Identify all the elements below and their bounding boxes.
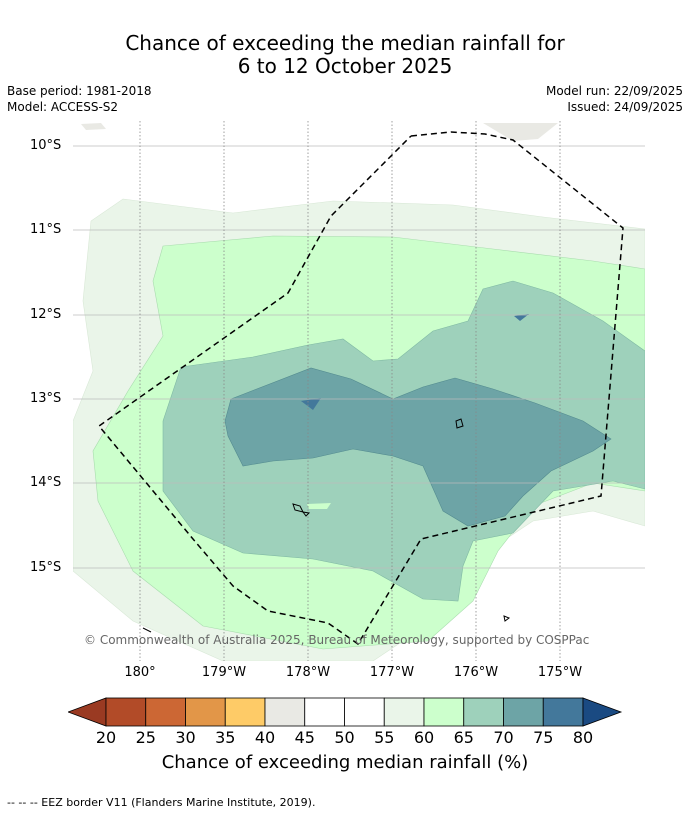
island-outline bbox=[455, 418, 464, 429]
colorbar-tick-label: 35 bbox=[215, 728, 236, 747]
colorbar-under-arrow bbox=[66, 697, 107, 727]
colorbar-over-arrow bbox=[582, 697, 623, 727]
lat-label: 11°S bbox=[30, 222, 62, 237]
colorbar-tick-label: 70 bbox=[493, 728, 514, 747]
colorbar-tick-label: 80 bbox=[572, 728, 594, 747]
title-line-1: Chance of exceeding the median rainfall … bbox=[125, 31, 565, 55]
colorbar-cell bbox=[264, 697, 306, 727]
colorbar-tick-label: 20 bbox=[95, 728, 117, 747]
colorbar-tick-label: 65 bbox=[453, 728, 474, 747]
colorbar-tick-label: 60 bbox=[413, 728, 435, 747]
lon-label: 179°W bbox=[201, 665, 247, 680]
lat-label: 14°S bbox=[30, 475, 62, 490]
eez-border-note: -- -- -- EEZ border V11 (Flanders Marine… bbox=[7, 796, 316, 809]
colorbar-cell bbox=[344, 697, 385, 727]
lon-label: 177°W bbox=[369, 665, 415, 680]
eez-border bbox=[97, 131, 624, 646]
colorbar-cell bbox=[105, 697, 147, 727]
colorbar-tick-label: 30 bbox=[175, 728, 196, 747]
lon-label: 175°W bbox=[537, 665, 583, 680]
lon-label: 178°W bbox=[285, 665, 331, 680]
zone-light-patch bbox=[307, 503, 331, 509]
latitude-gridlines bbox=[73, 145, 645, 569]
island-outline bbox=[503, 615, 511, 622]
colorbar-cell bbox=[383, 697, 425, 727]
colorbar-cell bbox=[145, 697, 186, 727]
colorbar-cell bbox=[503, 697, 544, 727]
colorbar-tick-label: 75 bbox=[533, 728, 554, 747]
map-canvas bbox=[73, 121, 645, 661]
island-outline bbox=[142, 627, 152, 633]
lon-label: 180° bbox=[124, 665, 156, 680]
lat-label: 15°S bbox=[30, 560, 62, 575]
zone-dark-teal bbox=[224, 367, 612, 527]
longitude-gridlines bbox=[139, 121, 561, 661]
colorbar-tick-label: 40 bbox=[254, 728, 276, 747]
land-patch bbox=[483, 123, 558, 141]
rainfall-map bbox=[73, 121, 645, 661]
model-name: Model: ACCESS-S2 bbox=[7, 100, 119, 114]
colorbar-svg bbox=[66, 697, 623, 727]
base-period: Base period: 1981-2018 bbox=[7, 84, 152, 98]
model-run: Model run: 22/09/2025 bbox=[545, 84, 683, 98]
issued-date: Issued: 24/09/2025 bbox=[567, 100, 683, 114]
colorbar bbox=[66, 697, 624, 731]
colorbar-cell bbox=[423, 697, 465, 727]
land-patch bbox=[81, 123, 106, 130]
colorbar-tick-label: 50 bbox=[334, 728, 355, 747]
zone-deep-blue-patch bbox=[301, 398, 321, 410]
island-outline bbox=[301, 511, 311, 517]
lon-label: 176°W bbox=[453, 665, 499, 680]
title-line-2: 6 to 12 October 2025 bbox=[237, 54, 453, 78]
lat-label: 10°S bbox=[30, 138, 62, 153]
lat-label: 12°S bbox=[30, 307, 62, 322]
zone-deep-blue-patch bbox=[514, 314, 529, 321]
colorbar-tick-label: 55 bbox=[374, 728, 395, 747]
colorbar-cell bbox=[304, 697, 345, 727]
colorbar-tick-label: 45 bbox=[294, 728, 315, 747]
colorbar-cell bbox=[542, 697, 584, 727]
colorbar-tick-label: 25 bbox=[135, 728, 156, 747]
lat-label: 13°S bbox=[30, 391, 62, 406]
colorbar-title: Chance of exceeding median rainfall (%) bbox=[161, 752, 529, 773]
copyright-text: © Commonwealth of Australia 2025, Bureau… bbox=[84, 633, 590, 647]
colorbar-cell bbox=[224, 697, 266, 727]
colorbar-cell bbox=[463, 697, 504, 727]
colorbar-cell bbox=[185, 697, 226, 727]
